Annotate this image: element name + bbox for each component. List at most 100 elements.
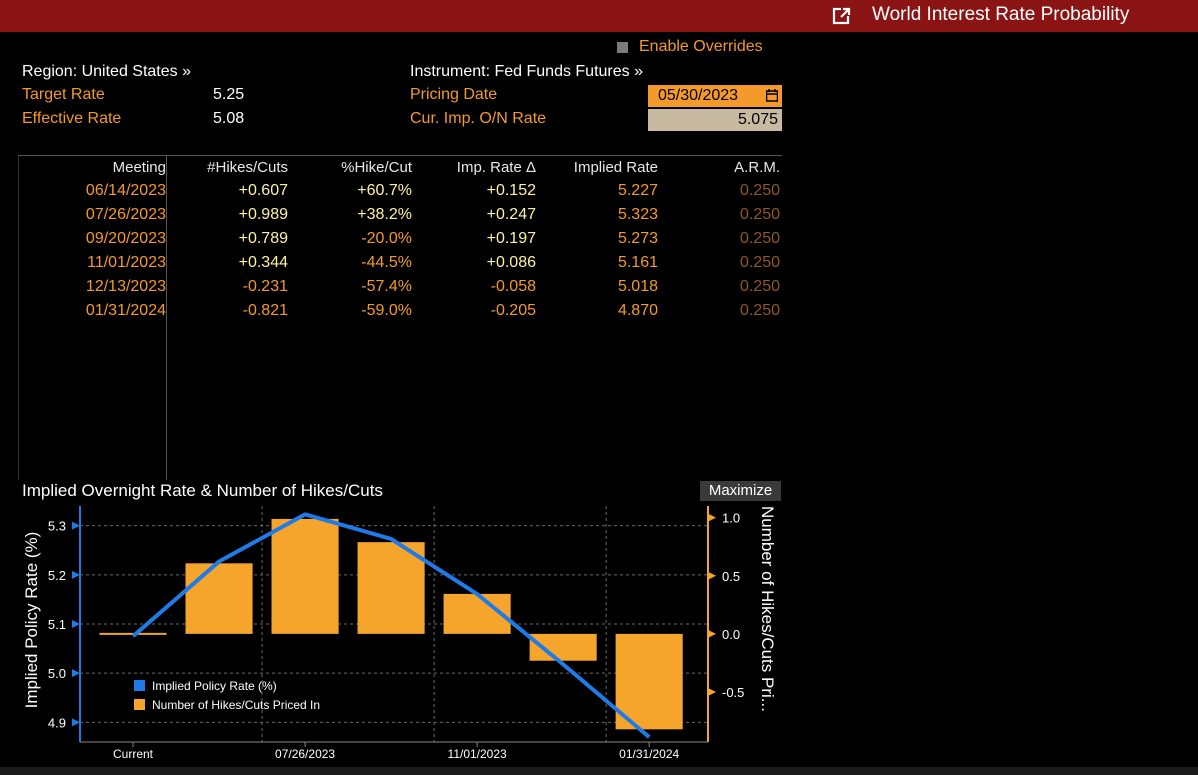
right-tick bbox=[708, 688, 716, 697]
table-cell-pct: +60.7% bbox=[357, 182, 412, 199]
table-cell-implied-rate: 4.870 bbox=[617, 302, 658, 319]
col-header-implied-rate[interactable]: Implied Rate bbox=[573, 159, 658, 176]
table-cell-meeting[interactable]: 06/14/2023 bbox=[85, 182, 166, 199]
table-cell-arm: 0.250 bbox=[739, 254, 780, 271]
table-cell-pct: -57.4% bbox=[361, 278, 412, 295]
right-tick-label: 0.0 bbox=[722, 627, 740, 642]
table-left-divider bbox=[18, 156, 19, 480]
table-cell-arm: 0.250 bbox=[739, 206, 780, 223]
table-cell-hikes: +0.989 bbox=[238, 206, 288, 223]
maximize-button[interactable]: Maximize bbox=[700, 481, 781, 501]
on-rate-field[interactable]: 5.075 bbox=[648, 109, 782, 131]
table-cell-implied-rate: 5.227 bbox=[617, 182, 658, 199]
table-cell-meeting[interactable]: 09/20/2023 bbox=[85, 230, 166, 247]
pricing-date-input[interactable]: 05/30/2023 bbox=[648, 85, 782, 107]
left-tick-label: 4.9 bbox=[48, 715, 66, 730]
left-tick bbox=[72, 718, 80, 727]
implied-rate-line bbox=[131, 512, 651, 739]
hikes-bar bbox=[271, 518, 339, 634]
on-rate-label: Cur. Imp. O/N Rate bbox=[410, 110, 547, 127]
left-tick-label: 5.3 bbox=[48, 519, 66, 534]
left-tick bbox=[72, 620, 80, 628]
x-tick-label: 11/01/2023 bbox=[448, 747, 507, 761]
col-header-hikes-cuts[interactable]: #Hikes/Cuts bbox=[207, 159, 288, 176]
left-tick bbox=[72, 669, 80, 678]
left-tick bbox=[72, 521, 80, 530]
table-cell-pct: +38.2% bbox=[357, 206, 412, 223]
y2-axis-label: Number of Hikes/Cuts Pri... bbox=[758, 506, 777, 712]
table-cell-meeting[interactable]: 11/01/2023 bbox=[87, 254, 166, 271]
legend-label-hikes: Number of Hikes/Cuts Priced In bbox=[152, 698, 320, 712]
table-cell-arm: 0.250 bbox=[739, 230, 780, 247]
left-tick-label: 5.0 bbox=[48, 666, 66, 681]
hikes-bar bbox=[357, 542, 425, 634]
left-tick-label: 5.2 bbox=[48, 568, 66, 583]
status-bar bbox=[0, 767, 1198, 775]
table-cell-pct: -44.5% bbox=[361, 254, 412, 271]
enable-overrides-checkbox[interactable] bbox=[617, 42, 628, 53]
hikes-bar bbox=[615, 633, 683, 730]
right-tick-label: 0.5 bbox=[722, 569, 740, 584]
table-cell-hikes: -0.231 bbox=[242, 278, 288, 295]
col-header-arm[interactable]: A.R.M. bbox=[734, 159, 780, 176]
pricing-date-label: Pricing Date bbox=[410, 86, 498, 103]
table-cell-meeting[interactable]: 01/31/2024 bbox=[85, 302, 166, 319]
table-cell-hikes: +0.789 bbox=[238, 230, 288, 247]
left-tick-label: 5.1 bbox=[48, 617, 66, 632]
table-cell-imp-delta: -0.058 bbox=[490, 278, 536, 295]
table-cell-pct: -20.0% bbox=[361, 230, 412, 247]
chart-legend: Implied Policy Rate (%) Number of Hikes/… bbox=[134, 679, 320, 712]
x-tick-label: 01/31/2024 bbox=[619, 747, 679, 761]
table-cell-pct: -59.0% bbox=[361, 302, 412, 319]
y-axis-label: Implied Policy Rate (%) bbox=[22, 532, 41, 709]
table-cell-imp-delta: +0.247 bbox=[486, 206, 536, 223]
effective-rate-label: Effective Rate bbox=[22, 110, 122, 127]
table-cell-meeting[interactable]: 12/13/2023 bbox=[85, 278, 166, 295]
table-cell-implied-rate: 5.323 bbox=[617, 206, 658, 223]
enable-overrides-label[interactable]: Enable Overrides bbox=[639, 38, 763, 55]
table-cell-imp-delta: +0.086 bbox=[486, 254, 536, 271]
table-cell-imp-delta: -0.205 bbox=[490, 302, 536, 319]
table-cell-arm: 0.250 bbox=[739, 182, 780, 199]
chart-header: Implied Overnight Rate & Number of Hikes… bbox=[18, 480, 782, 502]
chart-axes: 4.9 5.0 5.1 5.2 5.3 -0.5 0.0 0.5 1.0 Current 07/26… bbox=[48, 506, 744, 761]
pricing-date-value[interactable]: 05/30/2023 bbox=[658, 87, 739, 104]
table-top-divider bbox=[18, 155, 782, 156]
external-link-icon[interactable] bbox=[832, 6, 852, 26]
right-tick-label: -0.5 bbox=[722, 685, 744, 700]
instrument-selector[interactable]: Instrument: Fed Funds Futures » bbox=[410, 63, 643, 80]
table-cell-implied-rate: 5.273 bbox=[617, 230, 658, 247]
table-cell-hikes: -0.821 bbox=[242, 302, 288, 319]
table-cell-arm: 0.250 bbox=[739, 278, 780, 295]
table-cell-arm: 0.250 bbox=[739, 302, 780, 319]
calendar-icon[interactable] bbox=[766, 89, 778, 102]
left-tick bbox=[72, 570, 80, 579]
hikes-bar bbox=[185, 563, 253, 634]
col-header-meeting[interactable]: Meeting bbox=[112, 159, 166, 176]
table-cell-hikes: +0.607 bbox=[238, 182, 288, 199]
region-selector[interactable]: Region: United States » bbox=[22, 63, 191, 80]
table-cell-imp-delta: +0.197 bbox=[486, 230, 536, 247]
probability-table: Meeting #Hikes/Cuts %Hike/Cut Imp. Rate … bbox=[18, 155, 782, 480]
right-tick bbox=[708, 629, 716, 638]
right-tick bbox=[708, 571, 716, 580]
window-title: World Interest Rate Probability bbox=[872, 4, 1130, 25]
rate-chart[interactable]: 4.9 5.0 5.1 5.2 5.3 -0.5 0.0 0.5 1.0 Current 07/26… bbox=[0, 502, 790, 770]
target-rate-label: Target Rate bbox=[22, 86, 105, 103]
legend-label-rate: Implied Policy Rate (%) bbox=[152, 679, 277, 693]
chart-title: Implied Overnight Rate & Number of Hikes… bbox=[22, 481, 383, 500]
col-header-imp-rate-delta[interactable]: Imp. Rate Δ bbox=[456, 159, 536, 176]
col-header-pct-hike-cut[interactable]: %Hike/Cut bbox=[341, 159, 412, 176]
effective-rate-value: 5.08 bbox=[213, 110, 245, 127]
table-cell-imp-delta: +0.152 bbox=[486, 182, 536, 199]
table-cell-implied-rate: 5.161 bbox=[617, 254, 658, 271]
table-cell-hikes: +0.344 bbox=[238, 254, 288, 271]
legend-swatch-hikes bbox=[134, 699, 145, 710]
title-bar: World Interest Rate Probability bbox=[0, 0, 1198, 32]
legend-swatch-rate bbox=[134, 680, 145, 691]
right-tick-label: 1.0 bbox=[722, 511, 740, 526]
x-tick-label: Current bbox=[113, 747, 154, 761]
right-tick bbox=[708, 513, 716, 522]
table-cell-meeting[interactable]: 07/26/2023 bbox=[85, 206, 166, 223]
on-rate-value[interactable]: 5.075 bbox=[737, 111, 778, 128]
